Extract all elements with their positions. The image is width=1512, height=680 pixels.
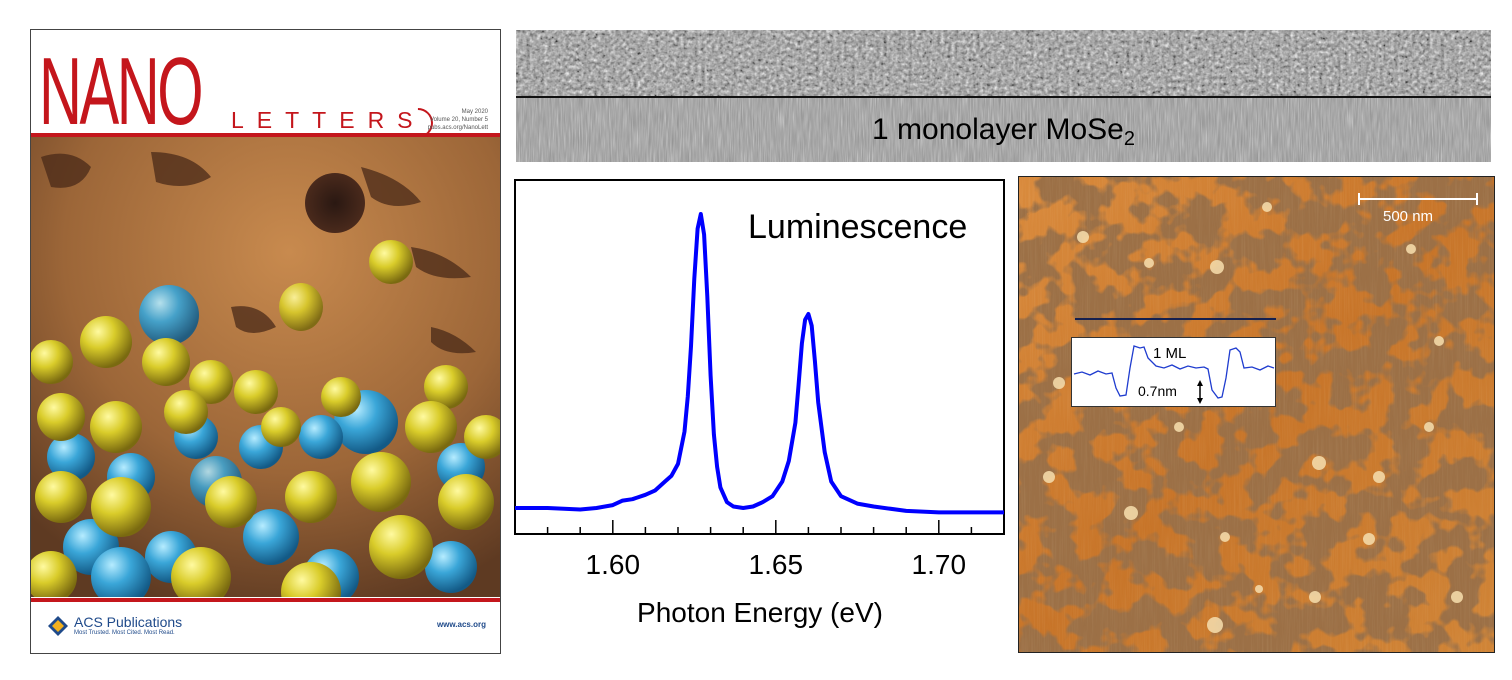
stm-topography-image: 500 nm 1 ML 0.7nm xyxy=(1018,176,1495,653)
masthead-rule xyxy=(31,133,500,137)
footer-rule xyxy=(31,598,500,602)
issue-volume: Volume 20, Number 5 xyxy=(429,117,488,123)
monolayer-label: 1 ML xyxy=(1153,345,1187,362)
scale-bar-label: 500 nm xyxy=(1383,208,1434,225)
acs-logo-icon xyxy=(48,616,68,636)
journal-title-letters: LETTERS xyxy=(231,107,426,133)
height-profile-inset: 1 ML 0.7nm xyxy=(1071,337,1276,407)
x-tick-label: 1.65 xyxy=(749,549,804,580)
bilayer-islands xyxy=(1043,202,1463,633)
issue-date: May 2020 xyxy=(461,109,488,115)
spectrum-series-line xyxy=(515,212,1004,515)
issue-info: May 2020 Volume 20, Number 5 pubs.acs.or… xyxy=(428,108,488,132)
spectrum-plot: 1.60 1.65 1.70 Luminescence Photon Energy … xyxy=(514,179,1005,628)
stm-map xyxy=(1019,177,1494,652)
linecut-marker xyxy=(1075,318,1276,320)
issue-url: pubs.acs.org/NanoLett xyxy=(427,125,488,131)
chart-annotation: Luminescence xyxy=(748,208,967,246)
height-profile-trace xyxy=(1073,345,1275,404)
tem-label-subscript: 2 xyxy=(1123,128,1135,150)
cover-artwork-illustration xyxy=(31,137,500,597)
cover-footer: ACS Publications Most Trusted. Most Cite… xyxy=(31,598,500,653)
tem-label-text: 1 monolayer MoSe xyxy=(872,113,1124,146)
x-ticks: 1.60 1.65 1.70 xyxy=(546,520,1005,580)
plot-frame xyxy=(514,179,1005,535)
publisher-website: www.acs.org xyxy=(436,620,486,629)
tem-cross-section-image: 1 monolayer MoSe2 xyxy=(516,30,1491,162)
publisher-name: ACS Publications xyxy=(74,614,183,630)
journal-title-nano: NANO xyxy=(39,38,204,145)
x-tick-label: 1.70 xyxy=(912,549,967,580)
x-axis-title: Photon Energy (eV) xyxy=(637,597,883,628)
luminescence-spectrum-chart: 1.60 1.65 1.70 Luminescence Photon Energy … xyxy=(514,178,1006,628)
tem-micrograph xyxy=(516,30,1491,162)
x-tick-label: 1.60 xyxy=(586,549,641,580)
cover-artwork xyxy=(31,137,500,597)
cover-masthead: NANO LETTERS May 2020 Volume 20, Number … xyxy=(31,30,500,145)
tem-layer-label: 1 monolayer MoSe2 xyxy=(516,113,1491,151)
publisher-tagline: Most Trusted. Most Cited. Most Read. xyxy=(74,630,175,636)
step-height-label: 0.7nm xyxy=(1138,383,1177,399)
journal-cover: NANO LETTERS May 2020 Volume 20, Number … xyxy=(30,29,501,654)
